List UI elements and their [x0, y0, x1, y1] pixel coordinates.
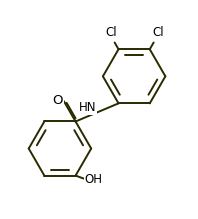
Text: Cl: Cl [105, 26, 117, 39]
Text: OH: OH [85, 173, 103, 186]
Text: O: O [52, 94, 63, 107]
Text: HN: HN [79, 101, 96, 114]
Text: Cl: Cl [153, 26, 164, 39]
